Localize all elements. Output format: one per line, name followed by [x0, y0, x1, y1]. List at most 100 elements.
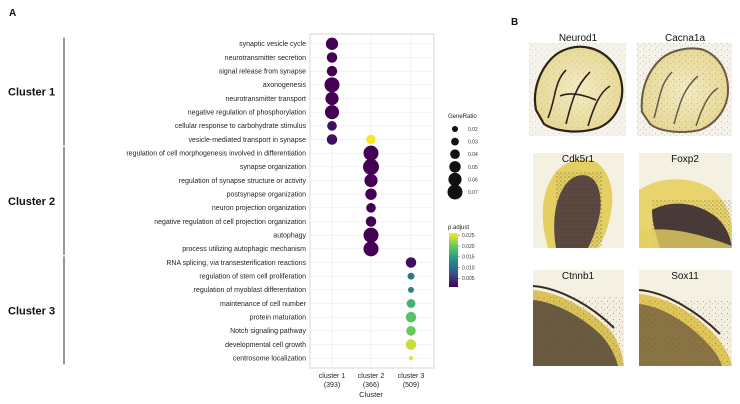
- data-point: [408, 286, 414, 293]
- cluster-axis-labels: cluster 1 (393) cluster 2 (366) cluster 3 (50…: [319, 373, 425, 389]
- gene-label-foxp2: Foxp2: [671, 154, 699, 165]
- data-point: [405, 311, 417, 323]
- padjust-legend-label: 0.010: [462, 265, 475, 271]
- term-label: protein maturation: [250, 315, 307, 322]
- ish-image-ctnnb1: [532, 270, 624, 366]
- term-label: regulation of cell morphogenesis involve…: [126, 151, 306, 158]
- data-point: [405, 257, 417, 268]
- term-label: maintenance of cell number: [220, 301, 307, 308]
- cluster-count-label: (509): [403, 382, 419, 389]
- cluster-label: Cluster 2: [8, 196, 55, 208]
- data-point: [408, 356, 414, 361]
- term-label: negative regulation of phosphorylation: [188, 110, 306, 117]
- data-point: [326, 134, 338, 145]
- data-point: [406, 299, 416, 308]
- data-point: [363, 158, 379, 175]
- data-point: [366, 134, 376, 145]
- term-label: regulation of myoblast differentiation: [194, 287, 306, 294]
- plot-points: [324, 37, 417, 361]
- data-point: [324, 105, 340, 120]
- term-label: synaptic vesicle cycle: [239, 41, 306, 48]
- term-label: regulation of synapse structure or activ…: [179, 178, 307, 185]
- generatio-legend-dot: [448, 172, 462, 186]
- term-label: neuron projection organization: [212, 205, 306, 212]
- padjust-legend-title: p.adjust: [448, 225, 469, 231]
- padjust-legend-label: 0.015: [462, 255, 475, 261]
- data-point: [405, 339, 417, 350]
- term-label: axonogenesis: [263, 82, 307, 89]
- dot-plot: [309, 33, 435, 369]
- gene-label-neurod1: Neurod1: [559, 33, 598, 44]
- term-label: postsynapse organization: [227, 192, 306, 199]
- padjust-legend-label: 0.005: [462, 276, 475, 282]
- term-label: centrosome localization: [233, 356, 306, 363]
- data-point: [407, 272, 415, 280]
- gene-label-cdk5r1: Cdk5r1: [562, 154, 595, 165]
- generatio-legend-dot: [447, 184, 463, 200]
- term-label: developmental cell growth: [225, 342, 306, 349]
- generatio-legend-label: 0.04: [468, 152, 478, 158]
- panel-a-letter: A: [9, 8, 16, 19]
- gene-label-cacna1a: Cacna1a: [665, 33, 705, 44]
- term-label: autophagy: [273, 233, 306, 240]
- generatio-legend: GeneRatio 0.02 0.03 0.04 0.05 0.06 0.07: [447, 114, 478, 200]
- gene-label-ctnnb1: Ctnnb1: [562, 271, 595, 282]
- padjust-colorbar: [449, 233, 458, 287]
- generatio-legend-dot: [450, 149, 460, 159]
- data-point: [365, 216, 377, 227]
- cluster-count-label: (393): [324, 382, 340, 389]
- data-point: [363, 227, 379, 243]
- generatio-legend-label: 0.03: [468, 140, 478, 146]
- data-point: [363, 145, 379, 161]
- term-label: neurotransmitter secretion: [225, 55, 306, 62]
- generatio-legend-dot: [451, 137, 459, 146]
- ish-image-neurod1: [529, 43, 626, 136]
- ish-image-cacna1a: [637, 43, 732, 136]
- cluster-label: Cluster 1: [8, 87, 55, 99]
- data-point: [406, 326, 416, 336]
- ish-image-sox11: [638, 270, 732, 366]
- term-label: cellular response to carbohydrate stimul…: [175, 123, 307, 130]
- gene-label-sox11: Sox11: [671, 271, 699, 282]
- padjust-legend-label: 0.020: [462, 244, 475, 250]
- term-label: process utilizing autophagic mechanism: [182, 246, 306, 253]
- cluster-label: Cluster 3: [8, 305, 55, 317]
- data-point: [365, 188, 377, 200]
- term-label: negative regulation of cell projection o…: [154, 219, 306, 226]
- term-labels: synaptic vesicle cycle neurotransmitter s…: [126, 41, 306, 362]
- generatio-legend-dot: [449, 161, 461, 173]
- term-label: vesicle-mediated transport in synapse: [188, 137, 306, 144]
- term-cluster-brackets: Cluster 1 Cluster 2 Cluster 3: [8, 37, 65, 365]
- data-point: [363, 241, 379, 257]
- data-point: [325, 91, 339, 106]
- in-situ-panel: Neurod1 Cacna1a Cdk5r1 Foxp2 Ctnnb1 Sox1…: [529, 33, 732, 366]
- ish-image-foxp2: [639, 153, 732, 248]
- cluster-tick-label: cluster 3: [398, 373, 425, 380]
- generatio-legend-label: 0.06: [468, 177, 478, 183]
- data-point: [326, 65, 338, 77]
- data-point: [326, 52, 338, 63]
- data-point: [325, 37, 339, 50]
- cluster-tick-label: cluster 1: [319, 373, 346, 380]
- generatio-legend-label: 0.02: [468, 127, 478, 133]
- term-label: synapse organization: [240, 164, 306, 171]
- padjust-legend-label: 0.025: [462, 233, 475, 239]
- panel-b-letter: B: [511, 17, 518, 28]
- x-axis-title: Cluster: [359, 390, 383, 399]
- term-label: regulation of stem cell proliferation: [199, 274, 306, 281]
- data-point: [366, 203, 376, 213]
- data-point: [364, 173, 378, 188]
- cluster-tick-label: cluster 2: [358, 373, 385, 380]
- ish-image-cdk5r1: [533, 153, 624, 248]
- generatio-legend-title: GeneRatio: [448, 114, 477, 120]
- cluster-count-label: (366): [363, 382, 379, 389]
- data-point: [324, 77, 340, 93]
- padjust-legend: p.adjust 0.025 0.020 0.015 0.010 0.005: [448, 225, 475, 287]
- generatio-legend-label: 0.07: [468, 190, 478, 196]
- term-label: Notch signaling pathway: [230, 328, 306, 335]
- term-label: RNA splicing, via transesterification re…: [166, 260, 306, 267]
- data-point: [327, 121, 337, 131]
- term-label: signal release from synapse: [219, 69, 306, 76]
- term-label: neurotransmitter transport: [225, 96, 306, 103]
